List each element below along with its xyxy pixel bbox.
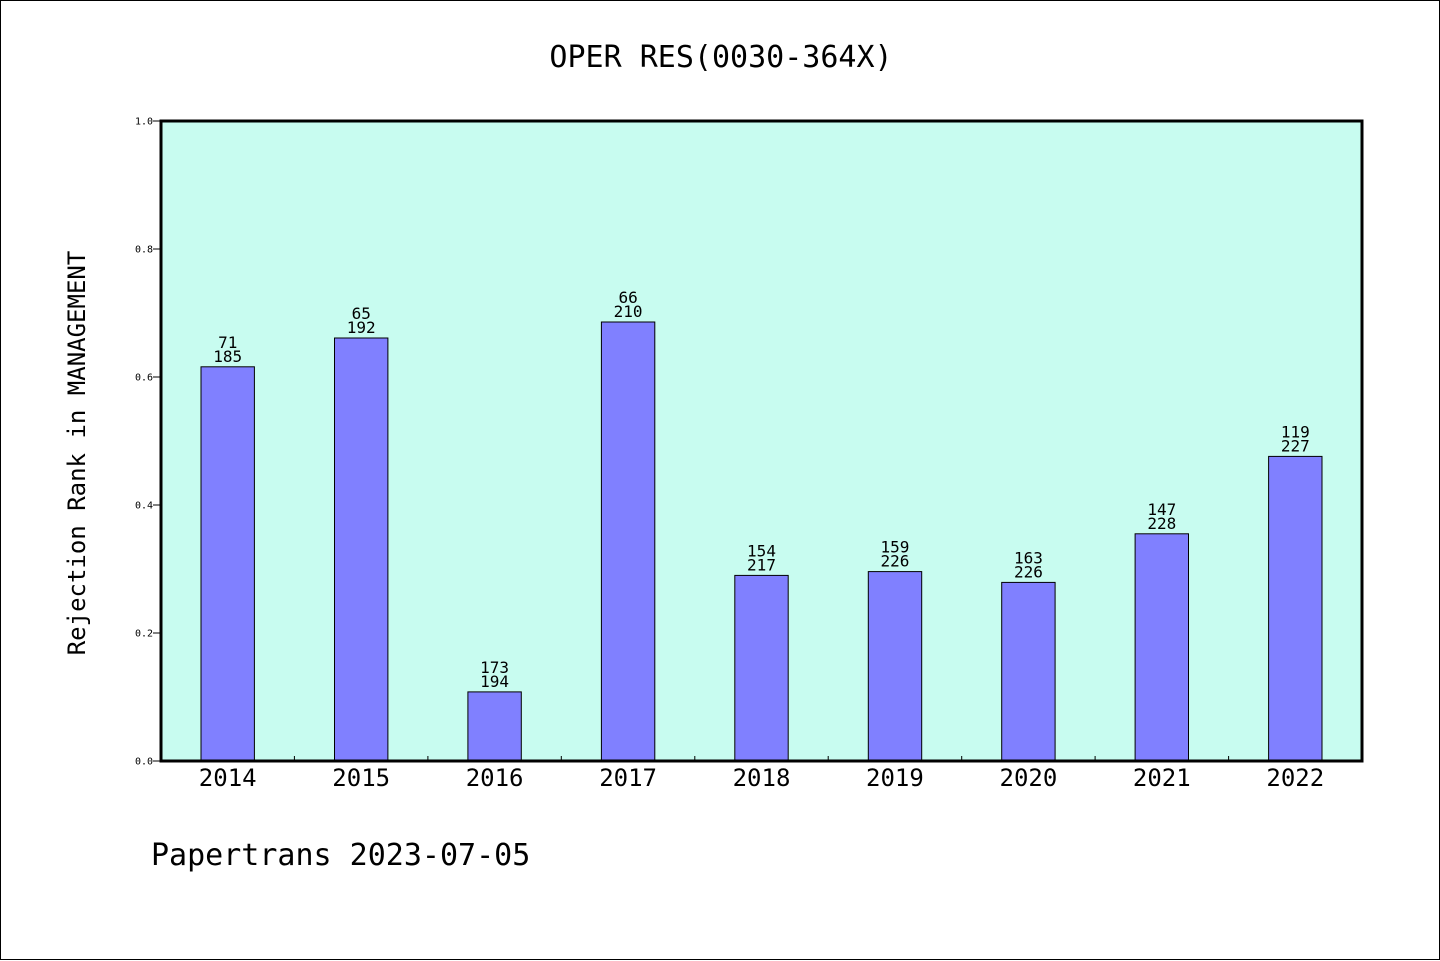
bar-label-top-2017: 66: [618, 288, 637, 307]
bar-label-bottom-2022: 227: [1281, 436, 1310, 455]
y-tick-label-0.6: 0.6: [135, 373, 153, 384]
x-tick-label-2021: 2021: [1133, 764, 1191, 792]
bar-label-bottom-2019: 226: [880, 552, 909, 571]
bar-label-bottom-2018: 217: [747, 555, 776, 574]
bar-label-bottom-2014: 185: [213, 347, 242, 366]
bar-2018: [734, 574, 789, 762]
x-tick-label-2016: 2016: [466, 764, 524, 792]
x-tick-label-2014: 2014: [199, 764, 257, 792]
bar-2015: [334, 337, 389, 762]
bar-label-top-2014: 71: [218, 333, 237, 352]
bar-label-top-2020: 163: [1014, 548, 1043, 567]
x-axis: 2014 2015 2016 2017 2018 2019 2020 2021 2022: [199, 756, 1324, 792]
bars-group: [200, 321, 1323, 762]
bar-label-bottom-2021: 228: [1147, 514, 1176, 533]
y-tick-label-0.2: 0.2: [135, 629, 153, 640]
bar-label-top-2021: 147: [1147, 500, 1176, 519]
y-axis: 0.0 0.2 0.4 0.6 0.8 1.0: [135, 117, 161, 768]
x-tick-label-2018: 2018: [733, 764, 791, 792]
footer-credit: Papertrans 2023-07-05: [151, 838, 530, 873]
bar-label-top-2018: 154: [747, 541, 776, 560]
bar-label-bottom-2017: 210: [614, 302, 643, 321]
plot-border: [159, 119, 1364, 763]
x-tick-label-2015: 2015: [332, 764, 390, 792]
bar-2019: [867, 571, 923, 762]
y-axis-label: Rejection Rank in MANAGEMENT: [63, 251, 91, 656]
bar-2017: [600, 321, 656, 762]
bar-2014: [200, 366, 255, 762]
bar-label-bottom-2020: 226: [1014, 562, 1043, 581]
x-tick-label-2019: 2019: [866, 764, 924, 792]
x-tick-label-2020: 2020: [1000, 764, 1058, 792]
x-tick-label-2022: 2022: [1266, 764, 1324, 792]
bar-2021: [1134, 533, 1189, 762]
chart-title: OPER RES(0030-364X): [549, 40, 892, 75]
bar-2020: [1001, 581, 1056, 762]
x-tick-label-2017: 2017: [599, 764, 657, 792]
bar-label-top-2019: 159: [880, 538, 909, 557]
y-tick-label-1.0: 1.0: [135, 117, 153, 128]
bar-label-bottom-2016: 194: [480, 672, 509, 691]
y-tick-label-0.8: 0.8: [135, 245, 153, 256]
y-tick-label-0.4: 0.4: [135, 501, 153, 512]
bar-label-top-2016: 173: [480, 658, 509, 677]
bar-label-top-2015: 65: [352, 304, 371, 323]
bar-label-bottom-2015: 192: [347, 318, 376, 337]
bar-2016: [467, 691, 522, 762]
bar-2022: [1268, 455, 1323, 762]
y-tick-label-0.0: 0.0: [135, 757, 153, 768]
bar-label-top-2022: 119: [1281, 422, 1310, 441]
